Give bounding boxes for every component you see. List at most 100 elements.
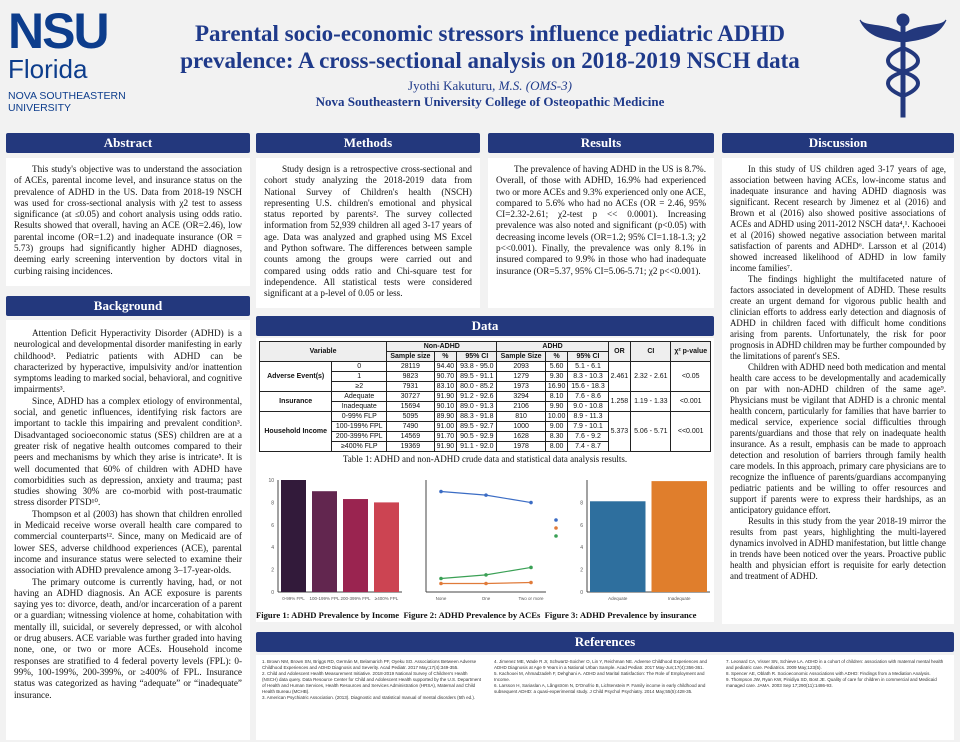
- table-cell: 0-99% FLP: [331, 411, 388, 422]
- figure-3-chart: 0 2 4 6 8 Adequate Inadequate: [580, 480, 710, 601]
- x-tick-label: Two or more: [518, 596, 544, 601]
- x-tick-label: ≥400% FPL: [375, 596, 399, 601]
- table-cell: 15694: [386, 401, 435, 412]
- bar: [343, 499, 368, 592]
- table-cell: 91.70: [433, 431, 458, 442]
- x-tick-label: 100-199% FPL: [309, 596, 340, 601]
- figure-2-chart: None One Two or more: [425, 480, 558, 601]
- logo-nsu: NSU: [8, 3, 110, 59]
- discussion-paragraph: The findings highlight the multifaceted …: [730, 274, 946, 361]
- y-tick-label: 2: [580, 568, 583, 574]
- table-cell: 91.2 - 92.6: [456, 391, 498, 402]
- table-cell: 7.4 - 8.7: [567, 441, 609, 452]
- table-cell: 91.90: [433, 441, 458, 452]
- reference-item: 3. American Psychiatric Association. (20…: [262, 695, 476, 700]
- table-cell: 91.1 - 92.0: [456, 441, 498, 452]
- table-cell: 83.10: [433, 381, 458, 392]
- col-ci: CI: [630, 341, 672, 362]
- table-cell: 1.19 - 1.33: [630, 391, 672, 412]
- table-cell: 5.06 - 5.71: [630, 411, 672, 452]
- table-cell: 80.0 - 85.2: [456, 381, 498, 392]
- y-tick-label: 8: [271, 500, 274, 506]
- bar: [281, 480, 306, 592]
- data-table-panel: Variable Non-ADHD ADHD OR CI χ² p-value …: [256, 338, 714, 470]
- table-cell: 30727: [386, 391, 435, 402]
- col-pct: %: [544, 351, 569, 362]
- references-list: 1. Brown NM, Brown SN, Briggs RD, Germán…: [256, 655, 954, 740]
- table-cell: 200-399% FPL: [331, 431, 388, 442]
- table-cell: 9.00: [544, 421, 569, 432]
- table-row: Insurance Adequate 30727 91.90 91.2 - 92.6 32…: [258, 391, 711, 412]
- x-tick-label: None: [436, 596, 447, 601]
- table-cell: 5.373: [607, 411, 632, 452]
- table-cell: 7931: [386, 381, 435, 392]
- table-cell: 9.0 - 10.8: [567, 401, 609, 412]
- data-point: [484, 581, 488, 586]
- reference-item: 2. Child and Adolescent Health Measureme…: [262, 671, 482, 694]
- table-cell: Insurance: [258, 391, 333, 412]
- table-cell: 1000: [496, 421, 546, 432]
- table-cell: 2.32 - 2.61: [630, 361, 672, 392]
- table-cell: 1628: [496, 431, 546, 442]
- table-row: ≥400% FLP 19369 91.90 91.1 - 92.0 1978 8.00 7.…: [260, 441, 711, 452]
- table-cell: 88.3 - 91.8: [456, 411, 498, 422]
- table-row: 200-399% FPL 14569 91.70 90.5 - 92.9 1628 8.3…: [260, 431, 711, 442]
- discussion-paragraph: Children with ADHD need both medication …: [730, 362, 946, 515]
- data-point: [484, 493, 488, 497]
- table-cell: 7.6 - 9.2: [567, 431, 609, 442]
- table-cell: 91.90: [433, 391, 458, 402]
- author-name: Jyothi Kakuturu,: [408, 78, 499, 93]
- table-cell: 1978: [496, 441, 546, 452]
- col-or: OR: [607, 341, 632, 362]
- table-cell: 90.70: [433, 371, 458, 382]
- table-cell: 16.90: [544, 381, 569, 392]
- figure-captions: Figure 1: ADHD Prevalence by Income Figu…: [256, 610, 726, 620]
- table-cell: 7.9 - 10.1: [567, 421, 609, 432]
- series-line: [440, 490, 532, 504]
- table-cell: 89.5 - 92.7: [456, 421, 498, 432]
- table-cell: Household Income: [258, 411, 333, 452]
- col-variable: Variable: [258, 341, 388, 362]
- background-paragraph: Since, ADHD has a complex etiology of en…: [14, 395, 242, 508]
- y-tick-label: 8: [580, 500, 583, 506]
- data-header: Data: [256, 316, 714, 336]
- bar: [651, 481, 707, 592]
- abstract-text: This study's objective was to understand…: [6, 158, 250, 286]
- table-cell: Adverse Event(s): [258, 361, 333, 392]
- table-cell: 0: [331, 361, 388, 372]
- table-cell: 1.258: [607, 391, 632, 412]
- legend-marker: [554, 526, 558, 530]
- bar: [590, 501, 646, 592]
- figure-2-caption: Figure 2: ADHD Prevalence by ACEs: [403, 610, 541, 620]
- table-cell: 8.30: [544, 431, 569, 442]
- data-point: [529, 500, 533, 505]
- table-cell: 7490: [386, 421, 435, 432]
- table-cell: 2106: [496, 401, 546, 412]
- col-p: χ² p-value: [670, 341, 711, 362]
- y-tick-label: 10: [268, 478, 274, 484]
- data-table: Variable Non-ADHD ADHD OR CI χ² p-value …: [258, 341, 711, 452]
- results-text: The prevalence of having ADHD in the US …: [488, 158, 714, 308]
- logo-university: UNIVERSITY: [8, 102, 72, 114]
- methods-text: Study design is a retrospective cross-se…: [256, 158, 480, 308]
- y-tick-label: 0: [580, 590, 583, 596]
- table-cell: 89.90: [433, 411, 458, 422]
- data-point: [529, 565, 533, 570]
- table-cell: 8.9 - 11.3: [567, 411, 609, 422]
- bar: [374, 502, 399, 592]
- table-cell: 93.8 - 95.0: [456, 361, 498, 372]
- table-cell: 1279: [496, 371, 546, 382]
- x-tick-label: Inadequate: [668, 596, 691, 601]
- reference-item: 1. Brown NM, Brown SN, Briggs RD, Germán…: [262, 659, 477, 670]
- series-line: [440, 566, 532, 580]
- table-cell: 91.00: [433, 421, 458, 432]
- background-paragraph: Thompson et al (2003) has shown that chi…: [14, 508, 242, 576]
- bar: [312, 491, 337, 592]
- table-cell: 15.6 - 18.3: [567, 381, 609, 392]
- table-cell: 8.10: [544, 391, 569, 402]
- reference-item: 8. Spencer AE, Oblath R. Socioeconomic A…: [726, 671, 931, 676]
- data-point: [439, 576, 443, 581]
- discussion-paragraph: Results in this study from the year 2018…: [730, 516, 946, 581]
- col-ci95: 95% CI: [456, 351, 498, 362]
- table-cell: 3294: [496, 391, 546, 402]
